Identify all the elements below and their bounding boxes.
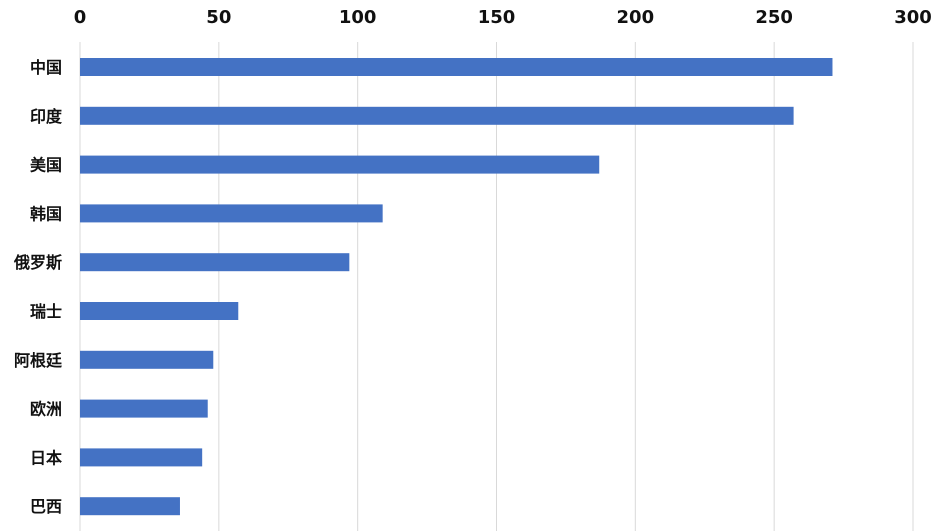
x-tick-label: 0	[74, 7, 87, 28]
category-label: 瑞士	[30, 302, 62, 321]
bar	[80, 155, 600, 174]
category-label: 欧洲	[30, 400, 62, 419]
bar	[80, 204, 383, 223]
x-axis-ticks: 0 50 100 150 200 250 300	[74, 7, 932, 28]
x-tick-label: 300	[894, 7, 932, 28]
bar	[80, 448, 203, 467]
bar	[80, 58, 833, 76]
category-label: 巴西	[30, 497, 62, 516]
x-tick-label: 50	[206, 7, 231, 28]
category-label: 日本	[30, 448, 62, 467]
bar	[80, 106, 794, 125]
category-label: 中国	[30, 58, 62, 77]
x-tick-label: 100	[339, 7, 377, 28]
x-tick-label: 200	[617, 7, 655, 28]
bar	[80, 350, 214, 369]
bar	[80, 497, 180, 516]
bars	[80, 58, 833, 516]
x-tick-label: 150	[478, 7, 516, 28]
x-tick-label: 250	[755, 7, 793, 28]
category-label: 印度	[30, 107, 63, 126]
bar	[80, 253, 350, 272]
bar	[80, 302, 239, 320]
category-label: 韩国	[30, 204, 62, 223]
category-label: 阿根廷	[14, 351, 63, 370]
bar	[80, 399, 208, 418]
category-label: 俄罗斯	[13, 253, 62, 272]
category-label: 美国	[30, 156, 62, 175]
